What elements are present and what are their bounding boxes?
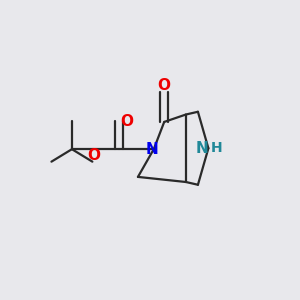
Text: H: H <box>211 141 223 155</box>
Text: O: O <box>158 78 171 93</box>
Text: N: N <box>146 142 159 157</box>
Text: O: O <box>120 113 133 128</box>
Text: N: N <box>196 141 208 156</box>
Text: O: O <box>87 148 100 163</box>
